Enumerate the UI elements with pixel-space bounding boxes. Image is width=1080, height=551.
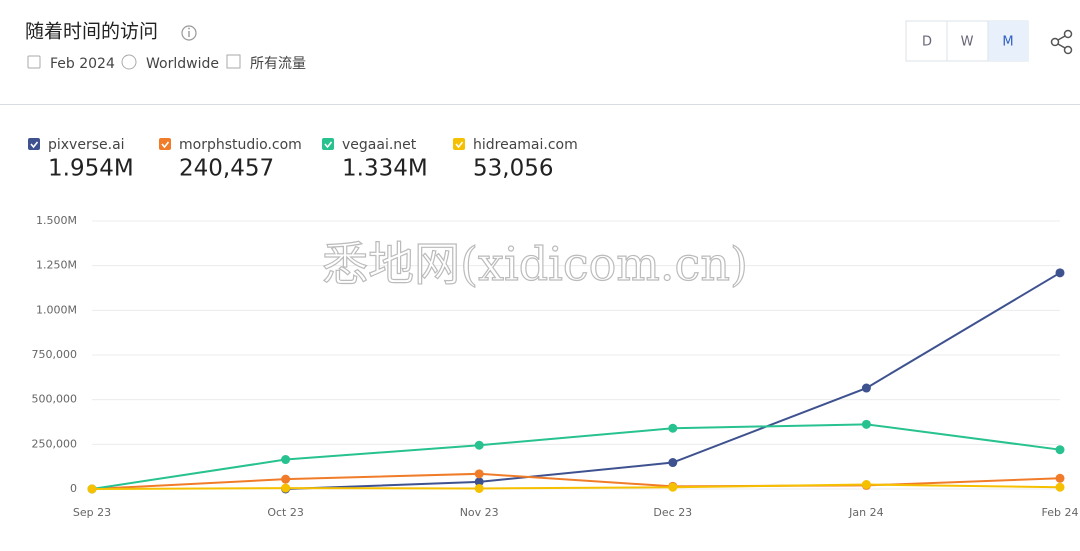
series-line xyxy=(91,483,1061,490)
x-tick-label: Jan 24 xyxy=(848,506,883,519)
legend-total: 1.334M xyxy=(342,156,428,182)
button[interactable]: M xyxy=(1002,35,1013,50)
legend-total: 1.954M xyxy=(48,156,134,182)
y-tick-label: 250,000 xyxy=(32,437,78,450)
traffic-icon xyxy=(226,54,241,69)
data-point xyxy=(281,455,291,465)
plot: 0 250,000 500,000 750,000 1.000M 1.250M 1.500M… xyxy=(32,214,1079,519)
legend-item: morphstudio.com 240,457 xyxy=(159,137,302,182)
x-tick-label: Sep 23 xyxy=(73,506,111,519)
data-point xyxy=(668,423,678,433)
globe-icon xyxy=(121,54,137,70)
y-tick-label: 500,000 xyxy=(32,393,78,406)
y-tick-label: 1.250M xyxy=(36,259,77,272)
x-tick-label: Nov 23 xyxy=(460,506,499,519)
data-point xyxy=(861,480,871,490)
title: 随着时间的访问 xyxy=(25,21,158,43)
legend-checkbox xyxy=(322,138,334,150)
legend-item: vegaai.net 1.334M xyxy=(322,137,428,182)
y-tick-label: 1.500M xyxy=(36,214,77,227)
data-point xyxy=(1055,473,1065,483)
series-line xyxy=(91,423,1061,490)
legend-check xyxy=(455,141,464,149)
legend-item: pixverse.ai 1.954M xyxy=(28,137,134,182)
data-point xyxy=(861,419,871,429)
legend-total: 53,056 xyxy=(473,156,553,182)
data-point xyxy=(281,483,291,493)
data-point xyxy=(668,482,678,492)
data-point xyxy=(668,458,678,468)
y-tick-label: 1.000M xyxy=(36,303,77,316)
data-point xyxy=(474,483,484,493)
x-tick-label: Oct 23 xyxy=(267,506,304,519)
legend-item: hidreamai.com 53,056 xyxy=(453,137,578,182)
traffic: 所有流量 xyxy=(250,56,306,72)
data-point xyxy=(1055,268,1065,278)
info-icon[interactable] xyxy=(181,25,197,41)
watermark: 悉地网(xidicom.cn) xyxy=(322,237,748,291)
region: Worldwide xyxy=(146,56,219,72)
legend-checkbox xyxy=(28,138,40,150)
x-tick-label: Dec 23 xyxy=(653,506,692,519)
data-point xyxy=(1055,445,1065,455)
button[interactable]: W xyxy=(961,35,974,50)
legend-check xyxy=(161,141,170,149)
legend-check xyxy=(30,141,39,149)
share-icon[interactable] xyxy=(1050,29,1073,55)
legend-name: hidreamai.com xyxy=(473,137,578,153)
series-line xyxy=(285,271,1061,490)
y-tick-label: 0 xyxy=(70,482,77,495)
button-active-bg xyxy=(988,21,1028,61)
calendar-icon xyxy=(27,55,41,69)
y-tick-label: 750,000 xyxy=(32,348,78,361)
data-point xyxy=(474,440,484,450)
button[interactable]: D xyxy=(922,35,932,50)
data-point xyxy=(1055,482,1065,492)
legend-check xyxy=(324,141,333,149)
legend-name: morphstudio.com xyxy=(179,137,302,153)
data-point xyxy=(87,484,97,494)
series-line xyxy=(91,472,1061,490)
legend-name: vegaai.net xyxy=(342,137,417,153)
data-point xyxy=(861,383,871,393)
data-point xyxy=(281,474,291,484)
legend-checkbox xyxy=(159,138,171,150)
data-point xyxy=(474,469,484,479)
legend-checkbox xyxy=(453,138,465,150)
legend-total: 240,457 xyxy=(179,156,274,182)
granularity: D W M xyxy=(905,20,1029,62)
legend-name: pixverse.ai xyxy=(48,137,125,153)
date: Feb 2024 xyxy=(50,56,115,72)
data-point xyxy=(474,477,484,487)
x-tick-label: Feb 24 xyxy=(1042,506,1079,519)
